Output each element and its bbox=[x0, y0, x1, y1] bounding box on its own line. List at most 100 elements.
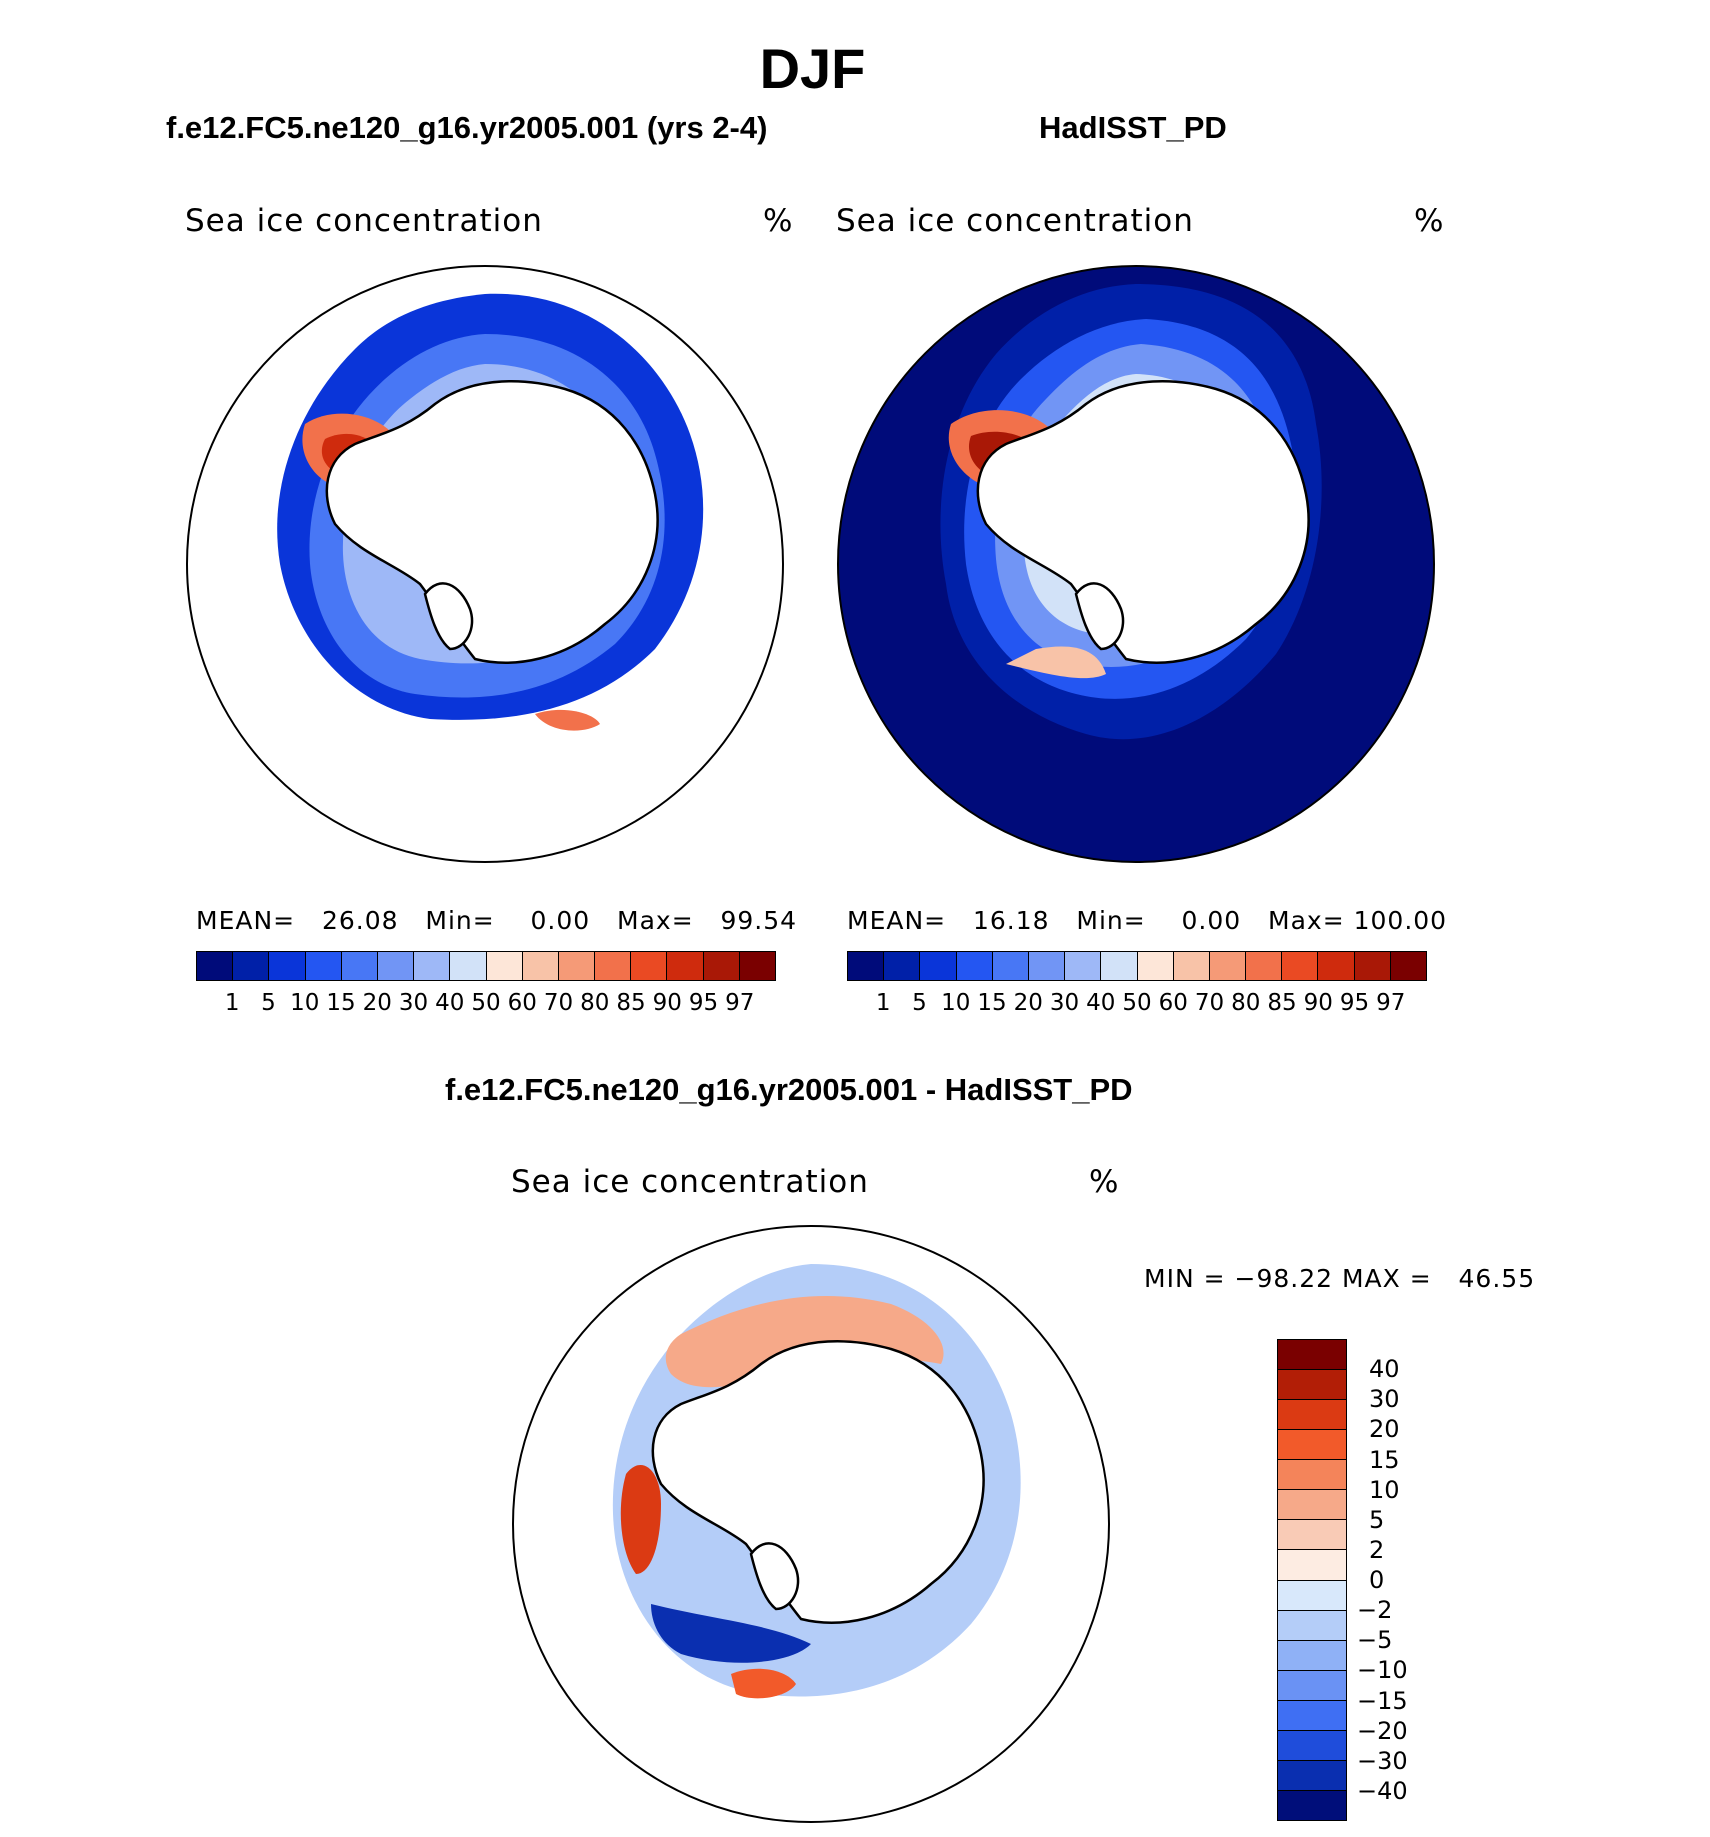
right-colorbar-tick-label: 50 bbox=[1122, 990, 1152, 1016]
left-colorbar-tick-label: 50 bbox=[471, 990, 501, 1016]
left-colorbar-tick-label: 70 bbox=[543, 990, 574, 1016]
left-colorbar-swatch-8 bbox=[486, 952, 523, 980]
right-colorbar-swatch-11 bbox=[1246, 952, 1283, 980]
left-colorbar-swatch-2 bbox=[269, 952, 306, 980]
right-colorbar-swatch-12 bbox=[1282, 952, 1319, 980]
diff-colorbar-swatch-1 bbox=[1278, 1370, 1346, 1401]
diff-colorbar-tick-label: −2 bbox=[1357, 1596, 1393, 1625]
right-colorbar-swatch-15 bbox=[1390, 952, 1426, 980]
left-colorbar-tick-label: 85 bbox=[616, 990, 646, 1016]
left-colorbar-swatch-6 bbox=[414, 952, 451, 980]
right-max-label: Max= bbox=[1268, 906, 1345, 935]
diff-colorbar-swatch-3 bbox=[1278, 1430, 1346, 1461]
right-case-title: HadISST_PD bbox=[1039, 110, 1227, 145]
right-colorbar-swatch-0 bbox=[848, 952, 885, 980]
right-variable-label: Sea ice concentration bbox=[836, 203, 1194, 239]
diff-colorbar-tick-label: −15 bbox=[1357, 1686, 1408, 1715]
diff-colorbar-swatch-14 bbox=[1278, 1760, 1346, 1791]
right-colorbar-tick-label: 20 bbox=[1013, 990, 1043, 1016]
right-colorbar-tick-label: 70 bbox=[1194, 990, 1225, 1016]
diff-colorbar-swatch-10 bbox=[1278, 1640, 1346, 1671]
left-polar-map bbox=[186, 265, 784, 863]
left-colorbar-swatch-14 bbox=[703, 952, 740, 980]
right-colorbar-swatch-7 bbox=[1101, 952, 1138, 980]
diff-units-label: % bbox=[1089, 1164, 1120, 1200]
right-colorbar-tick-label: 97 bbox=[1376, 990, 1406, 1016]
diff-case-title: f.e12.FC5.ne120_g16.yr2005.001 - HadISST… bbox=[445, 1072, 1133, 1107]
diff-colorbar-swatch-0 bbox=[1278, 1340, 1346, 1371]
diff-max-value: 46.55 bbox=[1458, 1264, 1536, 1293]
diff-colorbar-swatch-9 bbox=[1278, 1610, 1346, 1641]
right-colorbar-swatch-14 bbox=[1354, 952, 1391, 980]
right-colorbar-swatch-5 bbox=[1028, 952, 1066, 980]
diff-min-label: MIN = bbox=[1144, 1264, 1226, 1293]
diff-colorbar-swatch-13 bbox=[1278, 1730, 1346, 1761]
right-colorbar-tick-label: 90 bbox=[1303, 990, 1333, 1016]
right-colorbar bbox=[847, 951, 1427, 981]
diff-colorbar-tick-label: 15 bbox=[1369, 1445, 1400, 1474]
right-colorbar-tick-label: 60 bbox=[1158, 990, 1188, 1016]
right-colorbar-tick-label: 85 bbox=[1267, 990, 1297, 1016]
left-colorbar-tick-label: 95 bbox=[688, 990, 719, 1016]
right-colorbar-swatch-3 bbox=[956, 952, 993, 980]
right-polar-map bbox=[837, 265, 1435, 863]
diff-colorbar-tick-label: −20 bbox=[1357, 1716, 1408, 1745]
diff-colorbar-swatch-7 bbox=[1278, 1550, 1346, 1581]
left-colorbar-swatch-12 bbox=[631, 952, 668, 980]
right-colorbar-tick-label: 1 bbox=[875, 990, 891, 1016]
diff-colorbar-tick-label: −30 bbox=[1357, 1746, 1408, 1775]
left-colorbar-swatch-15 bbox=[739, 952, 775, 980]
diff-min-value: −98.22 bbox=[1234, 1264, 1334, 1293]
left-mean-label: MEAN= bbox=[196, 906, 296, 935]
right-colorbar-swatch-9 bbox=[1173, 952, 1210, 980]
left-colorbar-ticks: 1 5 10 15 20 30 40 50 60 70 80 85 90 95 97 bbox=[196, 990, 776, 1020]
right-colorbar-swatch-1 bbox=[884, 952, 921, 980]
left-stats: MEAN= 26.08 Min= 0.00 Max= 99.54 bbox=[196, 906, 797, 935]
left-colorbar-swatch-13 bbox=[667, 952, 704, 980]
diff-colorbar-tick-label: 10 bbox=[1369, 1475, 1400, 1504]
right-colorbar-tick-label: 15 bbox=[977, 990, 1007, 1016]
diff-colorbar-tick-label: 30 bbox=[1369, 1385, 1400, 1414]
right-colorbar-swatch-2 bbox=[920, 952, 957, 980]
diff-colorbar-swatch-8 bbox=[1278, 1580, 1346, 1611]
left-colorbar-tick-label: 10 bbox=[290, 990, 320, 1016]
diff-variable-label: Sea ice concentration bbox=[511, 1164, 869, 1200]
left-colorbar-tick-label: 40 bbox=[435, 990, 465, 1016]
left-colorbar-swatch-7 bbox=[450, 952, 487, 980]
diff-colorbar-swatch-15 bbox=[1278, 1790, 1346, 1820]
diff-colorbar-swatch-12 bbox=[1278, 1700, 1346, 1731]
diff-colorbar-tick-label: 5 bbox=[1369, 1505, 1385, 1534]
diff-colorbar bbox=[1277, 1339, 1347, 1821]
right-max-value: 100.00 bbox=[1353, 906, 1448, 935]
right-colorbar-swatch-13 bbox=[1318, 952, 1355, 980]
right-colorbar-tick-label: 30 bbox=[1049, 990, 1080, 1016]
left-colorbar-tick-label: 60 bbox=[507, 990, 537, 1016]
figure-title: DJF bbox=[759, 37, 866, 100]
diff-colorbar-tick-label: 40 bbox=[1369, 1355, 1400, 1384]
right-mean-label: MEAN= bbox=[847, 906, 947, 935]
right-colorbar-swatch-6 bbox=[1065, 952, 1102, 980]
diff-colorbar-swatch-6 bbox=[1278, 1520, 1346, 1551]
diff-colorbar-tick-label: 20 bbox=[1369, 1415, 1400, 1444]
left-colorbar-swatch-0 bbox=[197, 952, 234, 980]
left-colorbar bbox=[196, 951, 776, 981]
left-colorbar-tick-label: 80 bbox=[580, 990, 610, 1016]
left-colorbar-swatch-3 bbox=[305, 952, 342, 980]
diff-colorbar-ticks: 40 30 20 15 10 5 2 0 −2 −5 −10 −15 −20 −30 −40 bbox=[1357, 1339, 1437, 1821]
left-colorbar-swatch-9 bbox=[522, 952, 559, 980]
right-colorbar-tick-label: 95 bbox=[1339, 990, 1370, 1016]
left-units-label: % bbox=[763, 203, 794, 239]
diff-max-label: MAX = bbox=[1341, 1264, 1432, 1293]
diff-colorbar-swatch-4 bbox=[1278, 1460, 1346, 1491]
left-colorbar-tick-label: 20 bbox=[362, 990, 392, 1016]
right-colorbar-ticks: 1 5 10 15 20 30 40 50 60 70 80 85 90 95 97 bbox=[847, 990, 1427, 1020]
left-colorbar-tick-label: 5 bbox=[261, 990, 276, 1016]
left-colorbar-swatch-4 bbox=[341, 952, 378, 980]
left-mean-value: 26.08 bbox=[321, 906, 399, 935]
right-min-value: 0.00 bbox=[1181, 906, 1242, 935]
left-min-label: Min= bbox=[425, 906, 495, 935]
left-colorbar-tick-label: 97 bbox=[725, 990, 755, 1016]
right-stats: MEAN= 16.18 Min= 0.00 Max= 100.00 bbox=[847, 906, 1447, 935]
diff-colorbar-swatch-5 bbox=[1278, 1490, 1346, 1521]
diff-colorbar-tick-label: −5 bbox=[1357, 1626, 1393, 1655]
